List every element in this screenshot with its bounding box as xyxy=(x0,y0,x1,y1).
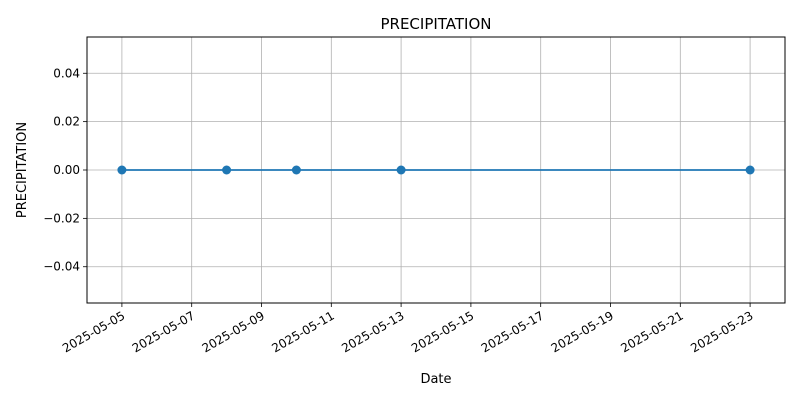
data-point xyxy=(745,165,755,175)
series-layer xyxy=(117,165,755,175)
x-tick-label: 2025-05-15 xyxy=(409,308,476,355)
y-tick-label: 0.00 xyxy=(53,163,80,177)
data-point xyxy=(291,165,301,175)
data-point xyxy=(396,165,406,175)
y-tick-label: 0.02 xyxy=(53,115,80,129)
y-tick-label: 0.04 xyxy=(53,66,80,80)
x-tick-label: 2025-05-13 xyxy=(339,308,406,355)
x-tick-label: 2025-05-21 xyxy=(618,308,685,355)
data-point xyxy=(117,165,127,175)
x-tick-label: 2025-05-23 xyxy=(688,308,755,355)
y-tick-label: −0.02 xyxy=(43,211,80,225)
x-tick-label: 2025-05-07 xyxy=(130,308,197,355)
x-tick-label: 2025-05-17 xyxy=(479,308,546,355)
y-axis-label: PRECIPITATION xyxy=(15,122,30,218)
x-tick-label: 2025-05-19 xyxy=(549,308,616,355)
data-point xyxy=(222,165,232,175)
x-tick-label: 2025-05-05 xyxy=(60,308,127,355)
chart-title: PRECIPITATION xyxy=(380,15,491,33)
x-tick-label: 2025-05-11 xyxy=(269,308,336,355)
x-axis-label: Date xyxy=(420,372,451,387)
y-tick-label: −0.04 xyxy=(43,260,80,274)
ticks: 2025-05-05 2025-05-07 2025-05-09 2025-05-11… xyxy=(43,66,755,355)
x-tick-label: 2025-05-09 xyxy=(200,308,267,355)
